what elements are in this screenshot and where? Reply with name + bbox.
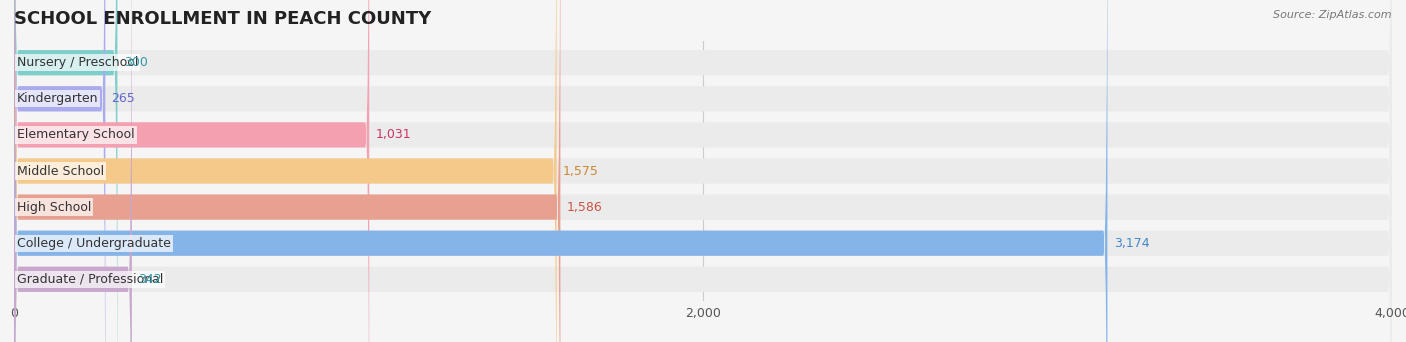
FancyBboxPatch shape xyxy=(14,0,1108,342)
Text: 265: 265 xyxy=(111,92,135,105)
Text: College / Undergraduate: College / Undergraduate xyxy=(17,237,170,250)
FancyBboxPatch shape xyxy=(14,0,132,342)
Text: 342: 342 xyxy=(138,273,162,286)
Text: Nursery / Preschool: Nursery / Preschool xyxy=(17,56,138,69)
FancyBboxPatch shape xyxy=(14,0,370,342)
FancyBboxPatch shape xyxy=(14,0,1392,342)
Text: Kindergarten: Kindergarten xyxy=(17,92,98,105)
Text: 300: 300 xyxy=(124,56,148,69)
FancyBboxPatch shape xyxy=(14,0,1392,342)
FancyBboxPatch shape xyxy=(14,0,1392,342)
Text: 1,575: 1,575 xyxy=(562,165,599,177)
FancyBboxPatch shape xyxy=(14,0,1392,342)
FancyBboxPatch shape xyxy=(14,0,118,342)
Text: 3,174: 3,174 xyxy=(1114,237,1149,250)
Text: SCHOOL ENROLLMENT IN PEACH COUNTY: SCHOOL ENROLLMENT IN PEACH COUNTY xyxy=(14,10,432,28)
FancyBboxPatch shape xyxy=(14,0,1392,342)
FancyBboxPatch shape xyxy=(14,0,1392,342)
Text: 1,031: 1,031 xyxy=(375,128,411,141)
FancyBboxPatch shape xyxy=(14,0,105,342)
Text: Graduate / Professional: Graduate / Professional xyxy=(17,273,163,286)
Text: Source: ZipAtlas.com: Source: ZipAtlas.com xyxy=(1274,10,1392,20)
FancyBboxPatch shape xyxy=(14,0,557,342)
FancyBboxPatch shape xyxy=(14,0,561,342)
Text: 1,586: 1,586 xyxy=(567,201,602,214)
Text: Middle School: Middle School xyxy=(17,165,104,177)
Text: High School: High School xyxy=(17,201,91,214)
FancyBboxPatch shape xyxy=(14,0,1392,342)
Text: Elementary School: Elementary School xyxy=(17,128,135,141)
